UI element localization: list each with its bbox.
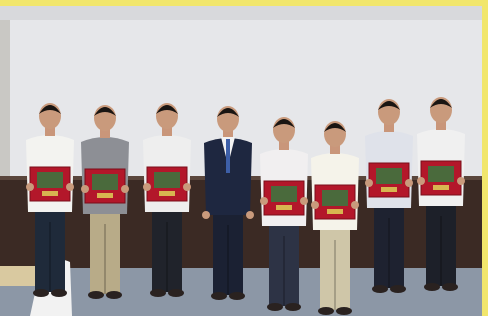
shoe xyxy=(51,289,67,297)
plaque-plate xyxy=(97,193,113,198)
plaque-plate xyxy=(276,205,292,210)
hand xyxy=(417,177,425,185)
plaque-picture xyxy=(428,166,454,182)
wall-corner xyxy=(0,20,10,180)
plaque-plate xyxy=(159,191,175,196)
shoe xyxy=(372,285,388,293)
plaque-plate xyxy=(327,209,343,214)
tie xyxy=(226,139,230,173)
leg-gap xyxy=(104,224,106,294)
plaque-picture xyxy=(271,186,297,202)
shoe xyxy=(229,292,245,300)
hand xyxy=(246,211,254,219)
hand xyxy=(260,197,268,205)
hand xyxy=(365,179,373,187)
shoe xyxy=(106,291,122,299)
shoe xyxy=(390,285,406,293)
shoe xyxy=(285,303,301,311)
hand xyxy=(300,197,308,205)
ceiling-edge xyxy=(0,6,482,20)
plaque-picture xyxy=(322,190,348,206)
hand xyxy=(121,185,129,193)
hand xyxy=(405,179,413,187)
page: (() => { const ns = 'http://www.w3.org/2… xyxy=(0,0,488,316)
leg-gap xyxy=(49,222,51,292)
shoe xyxy=(318,307,334,315)
leg-gap xyxy=(440,216,442,286)
photo xyxy=(0,0,488,316)
plaque-picture xyxy=(154,172,180,188)
plaque-plate xyxy=(381,187,397,192)
plaque-picture xyxy=(37,172,63,188)
leg-gap xyxy=(283,236,285,306)
shoe xyxy=(33,289,49,297)
leg-gap xyxy=(166,222,168,292)
hand xyxy=(202,211,210,219)
shoe xyxy=(424,283,440,291)
hand xyxy=(66,183,74,191)
shoe xyxy=(150,289,166,297)
shoe xyxy=(336,307,352,315)
shoe xyxy=(442,283,458,291)
shoe xyxy=(88,291,104,299)
shoe xyxy=(168,289,184,297)
hand xyxy=(26,183,34,191)
plaque-picture xyxy=(376,168,402,184)
shoe xyxy=(267,303,283,311)
plaque-plate xyxy=(42,191,58,196)
hand xyxy=(143,183,151,191)
shoe xyxy=(211,292,227,300)
hand xyxy=(81,185,89,193)
hand xyxy=(351,201,359,209)
leg-gap xyxy=(227,225,229,295)
hand xyxy=(183,183,191,191)
hand xyxy=(311,201,319,209)
plaque-plate xyxy=(433,185,449,190)
plaque-picture xyxy=(92,174,118,190)
table xyxy=(0,266,40,286)
hand xyxy=(457,177,465,185)
leg-gap xyxy=(334,240,336,310)
leg-gap xyxy=(388,218,390,288)
